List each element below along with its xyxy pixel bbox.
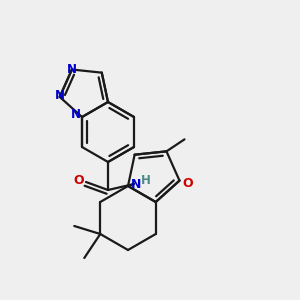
Text: O: O — [182, 177, 193, 190]
Text: N: N — [55, 89, 65, 102]
Text: N: N — [131, 178, 141, 190]
Text: N: N — [67, 63, 77, 76]
Text: N: N — [71, 109, 81, 122]
Text: O: O — [74, 175, 84, 188]
Text: H: H — [141, 175, 151, 188]
